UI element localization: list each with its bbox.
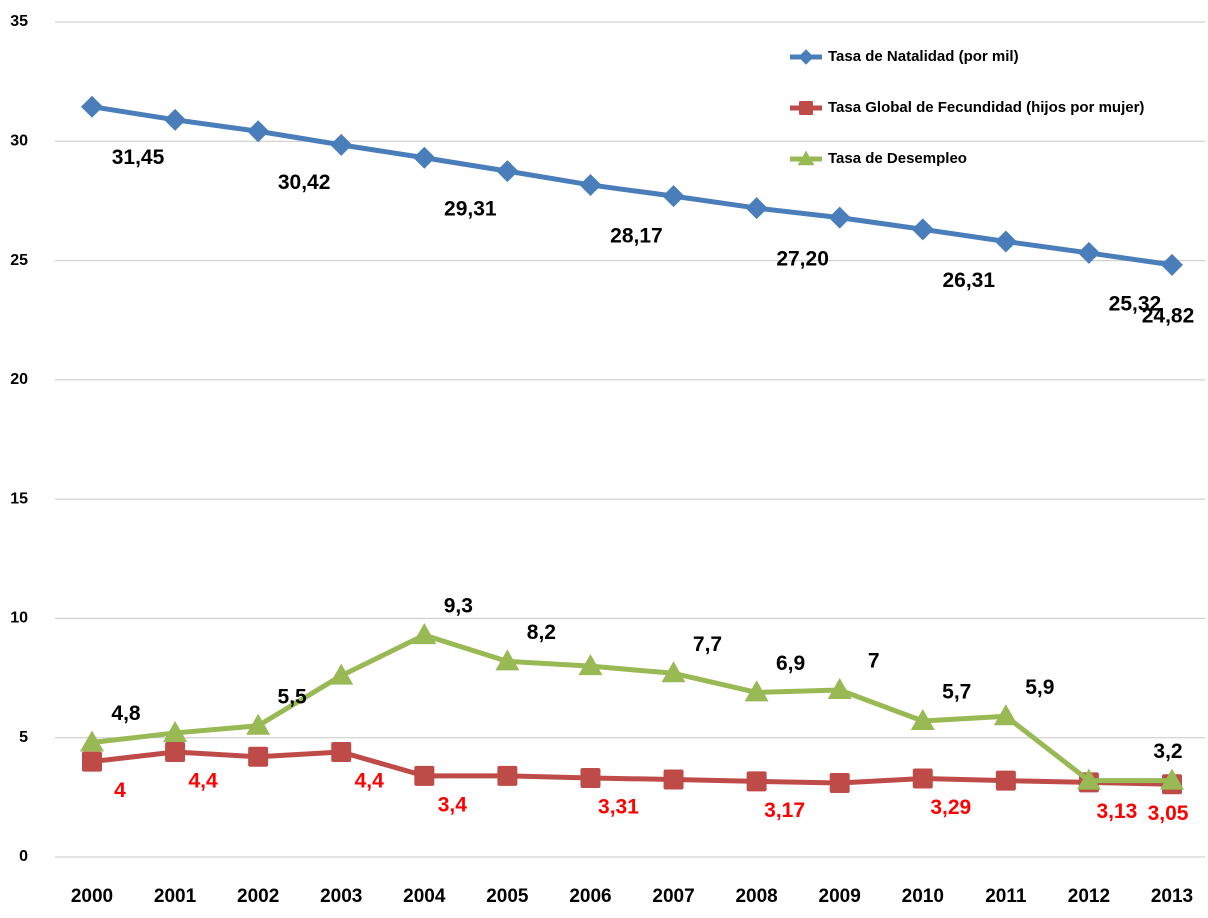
- data-point: [163, 720, 188, 742]
- data-point: [1077, 241, 1100, 264]
- legend-label: Tasa de Natalidad (por mil): [828, 48, 1019, 65]
- legend-marker: [798, 49, 814, 65]
- y-tick-label: 5: [19, 729, 28, 746]
- data-label: 4,4: [355, 770, 385, 793]
- data-point: [828, 206, 851, 229]
- data-point: [331, 742, 352, 763]
- legend-marker: [799, 101, 813, 115]
- data-label: 7,7: [693, 633, 722, 656]
- data-point: [82, 751, 102, 772]
- data-point: [495, 649, 520, 671]
- data-label: 29,31: [444, 197, 497, 220]
- data-point: [1161, 253, 1183, 276]
- x-tick-label: 2011: [985, 886, 1027, 907]
- data-label: 4,4: [188, 770, 218, 793]
- data-point: [746, 771, 767, 792]
- data-label: 26,31: [942, 269, 995, 292]
- data-point: [994, 230, 1017, 253]
- data-point: [745, 197, 768, 220]
- x-tick-label: 2007: [652, 886, 694, 907]
- y-tick-label: 35: [10, 13, 28, 30]
- series-line: [91, 632, 1172, 784]
- y-tick-label: 10: [10, 610, 28, 627]
- data-point: [246, 713, 271, 735]
- data-point: [662, 185, 685, 208]
- x-tick-label: 2012: [1068, 886, 1110, 907]
- data-point: [744, 680, 769, 702]
- data-label: 31,45: [112, 146, 165, 169]
- data-point: [578, 654, 603, 676]
- data-point: [1076, 768, 1101, 790]
- legend-label: Tasa de Desempleo: [828, 150, 967, 167]
- data-point: [413, 146, 436, 169]
- data-point: [993, 704, 1018, 726]
- data-point: [910, 709, 935, 731]
- data-point: [165, 742, 186, 763]
- data-point: [827, 678, 852, 699]
- data-point: [330, 133, 353, 156]
- data-point: [663, 769, 684, 790]
- data-label: 3,29: [930, 796, 971, 819]
- data-point: [912, 768, 933, 789]
- data-label: 5,5: [278, 685, 308, 708]
- data-point: [1160, 768, 1184, 790]
- data-label: 3,05: [1148, 802, 1189, 825]
- legend-label: Tasa Global de Fecundidad (hijos por muj…: [828, 99, 1144, 116]
- x-tick-label: 2002: [237, 886, 279, 907]
- data-point: [329, 663, 354, 685]
- data-label: 25,32: [1109, 292, 1162, 315]
- data-point: [911, 218, 934, 241]
- data-label: 3,13: [1096, 800, 1137, 823]
- data-point: [80, 730, 104, 752]
- data-label: 4: [114, 779, 126, 802]
- data-label: 7: [868, 650, 880, 673]
- x-tick-label: 2009: [819, 886, 861, 907]
- data-label: 5,7: [942, 681, 971, 704]
- x-tick-label: 2006: [569, 886, 611, 907]
- data-point: [497, 765, 518, 786]
- data-label: 3,31: [598, 796, 639, 819]
- data-label: 3,4: [438, 793, 468, 816]
- data-point: [164, 108, 187, 131]
- x-tick-label: 2001: [154, 886, 197, 907]
- data-point: [995, 770, 1016, 791]
- data-label: 27,20: [776, 248, 829, 271]
- data-label: 28,17: [610, 224, 663, 247]
- legend-marker: [797, 150, 815, 166]
- x-tick-label: 2008: [735, 886, 777, 907]
- y-tick-label: 30: [10, 133, 28, 150]
- data-point: [580, 768, 601, 789]
- x-tick-label: 2010: [902, 886, 944, 907]
- data-point: [496, 160, 519, 183]
- x-tick-label: 2005: [486, 886, 529, 907]
- y-tick-label: 20: [10, 371, 28, 388]
- data-label: 3,17: [764, 799, 805, 822]
- x-tick-label: 2013: [1151, 886, 1193, 907]
- data-label: 6,9: [776, 652, 805, 675]
- y-tick-label: 0: [19, 848, 28, 865]
- data-label: 5,9: [1025, 676, 1054, 699]
- data-point: [412, 623, 437, 645]
- data-point: [829, 773, 850, 794]
- x-tick-label: 2000: [71, 886, 113, 907]
- data-point: [248, 746, 269, 767]
- data-label: 24,82: [1142, 304, 1195, 327]
- data-label: 30,42: [278, 171, 331, 194]
- data-label: 8,2: [527, 621, 556, 644]
- data-label: 9,3: [444, 595, 473, 618]
- series-line: [91, 749, 1173, 787]
- data-point: [81, 95, 103, 118]
- series-line: [91, 104, 1173, 268]
- data-point: [579, 173, 602, 196]
- data-label: 4,8: [111, 702, 141, 725]
- data-point: [661, 661, 686, 683]
- data-point: [414, 765, 435, 786]
- y-tick-label: 25: [10, 252, 28, 269]
- y-tick-label: 15: [10, 490, 28, 507]
- data-point: [247, 120, 270, 143]
- x-tick-label: 2003: [320, 886, 362, 907]
- x-tick-label: 2004: [403, 886, 446, 907]
- data-label: 3,2: [1153, 740, 1182, 763]
